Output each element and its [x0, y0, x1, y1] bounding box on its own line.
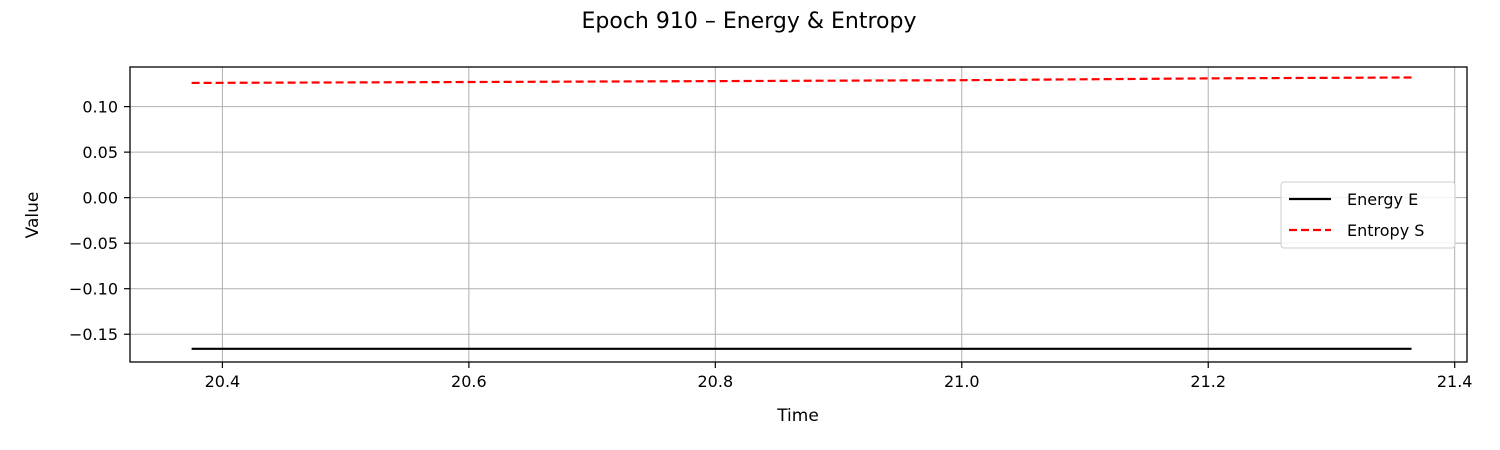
x-tick-label: 21.4	[1437, 372, 1473, 391]
chart-title: Epoch 910 – Energy & Entropy	[582, 9, 917, 34]
y-tick-label: −0.10	[69, 280, 118, 299]
x-tick-label: 21.2	[1190, 372, 1226, 391]
series-layer	[191, 76, 1412, 350]
series-line-entropy-s	[191, 76, 1412, 85]
x-tick-label: 20.6	[451, 372, 487, 391]
y-tick-label: 0.00	[82, 189, 118, 208]
grid	[130, 67, 1467, 362]
y-tick-label: 0.10	[82, 98, 118, 117]
y-axis-label: Value	[23, 192, 43, 239]
plot-frame	[129, 66, 1468, 363]
y-tick-label: −0.15	[69, 325, 118, 344]
legend: Energy E Entropy S	[1280, 181, 1456, 249]
y-tick-label: 0.05	[82, 143, 118, 162]
x-axis-label: Time	[776, 406, 819, 426]
legend-label-entropy: Entropy S	[1347, 221, 1424, 240]
legend-label-energy: Energy E	[1347, 190, 1418, 209]
ticks: 20.4 20.6 20.8 21.0 21.2 21.4 0.10 0.05 0.00 −0.0…	[69, 98, 1473, 391]
y-tick-label: −0.05	[69, 234, 118, 253]
x-tick-label: 20.8	[698, 372, 734, 391]
x-tick-label: 21.0	[944, 372, 980, 391]
x-tick-label: 20.4	[205, 372, 241, 391]
